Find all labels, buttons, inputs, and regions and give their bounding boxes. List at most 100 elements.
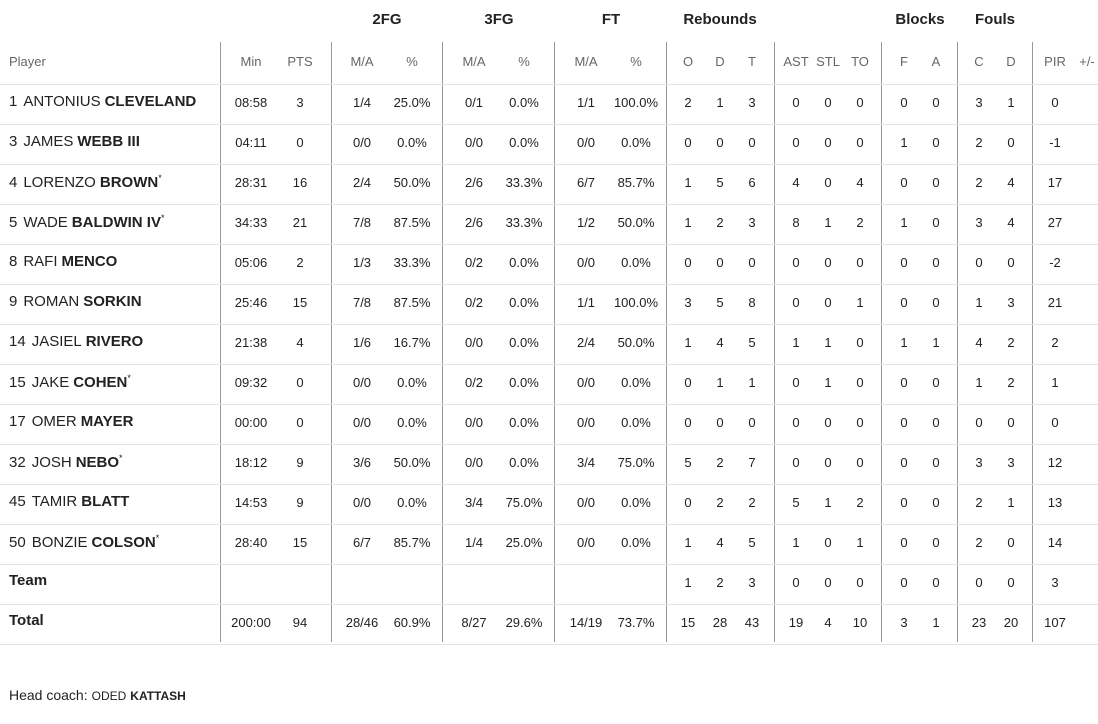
stat-cell: 0: [975, 415, 983, 430]
stat-cell: 3: [975, 215, 983, 230]
stat-cell: 1/4: [352, 95, 372, 110]
stat-cell: 12: [1047, 455, 1063, 470]
stat-cell: 0: [856, 455, 864, 470]
column-divider: [442, 42, 443, 642]
stat-cell: 2: [1051, 335, 1059, 350]
stat-cell: 9: [296, 455, 304, 470]
stat-cell: 0: [932, 415, 940, 430]
column-header: STL: [816, 54, 840, 69]
stat-cell: 4: [975, 335, 983, 350]
player-number: 9: [9, 293, 18, 310]
stat-cell: 3: [748, 95, 756, 110]
player-first-name: LORENZO: [23, 174, 96, 191]
stat-cell: 0/0: [576, 535, 596, 550]
stat-cell: 04:11: [235, 135, 267, 150]
stat-cell: 0: [932, 495, 940, 510]
coach-label: Head coach:: [9, 687, 88, 703]
stat-cell: 8/27: [461, 615, 487, 630]
stat-cell: 5: [792, 495, 800, 510]
stat-cell: 0: [684, 255, 692, 270]
player-name: 15 JAKE COHEN*: [9, 373, 131, 391]
stat-cell: 4: [792, 175, 800, 190]
stat-cell: 0: [824, 575, 832, 590]
column-header: +/-: [1079, 54, 1095, 69]
stat-cell: 0: [824, 95, 832, 110]
stat-cell: 0: [296, 375, 304, 390]
stat-cell: 0: [792, 375, 800, 390]
stat-cell: 1: [748, 375, 756, 390]
stat-cell: 0/0: [576, 135, 596, 150]
row-label: Team: [9, 572, 48, 589]
stat-cell: 28:40: [234, 535, 268, 550]
stat-cell: 0: [824, 535, 832, 550]
stat-cell: 25:46: [234, 295, 268, 310]
stat-cell: 0: [900, 575, 908, 590]
stat-cell: 0: [900, 415, 908, 430]
row-divider: [0, 164, 1098, 165]
stat-cell: 14: [1047, 535, 1063, 550]
stat-cell: 1: [684, 535, 692, 550]
stat-cell: 0: [684, 495, 692, 510]
stat-cell: 0/0: [576, 415, 596, 430]
stat-cell: 2/4: [576, 335, 596, 350]
stat-cell: 50.0%: [617, 215, 655, 230]
group-header: 2FG: [372, 11, 402, 28]
starter-marker: *: [158, 173, 162, 183]
stat-cell: 1: [824, 215, 832, 230]
stat-cell: 50.0%: [393, 175, 431, 190]
stat-cell: 25.0%: [505, 535, 543, 550]
player-name: 8 RAFI MENCO: [9, 253, 117, 270]
starter-marker: *: [127, 373, 131, 383]
column-header: PIR: [1044, 54, 1066, 69]
stat-cell: 0.0%: [621, 535, 651, 550]
player-first-name: ROMAN: [23, 293, 80, 310]
stat-cell: 0: [900, 295, 908, 310]
column-divider: [957, 42, 958, 642]
stat-cell: 0.0%: [509, 415, 539, 430]
player-number: 3: [9, 133, 18, 150]
stat-cell: 33.3%: [393, 255, 431, 270]
player-number: 8: [9, 253, 18, 270]
stat-cell: 4: [716, 335, 724, 350]
player-first-name: JOSH: [31, 454, 72, 471]
row-divider: [0, 84, 1098, 85]
stat-cell: 0: [900, 535, 908, 550]
column-header: A: [931, 54, 941, 69]
player-first-name: ANTONIUS: [23, 93, 101, 110]
stat-cell: 0: [932, 135, 940, 150]
column-header: Player: [9, 54, 46, 69]
stat-cell: 0: [1007, 135, 1015, 150]
stat-cell: 6: [748, 175, 756, 190]
stat-cell: 21: [1047, 295, 1063, 310]
row-divider: [0, 564, 1098, 565]
stat-cell: 0: [824, 175, 832, 190]
stat-cell: 14/19: [569, 615, 603, 630]
coach-first-name: ODED: [91, 689, 127, 703]
stat-cell: 73.7%: [617, 615, 655, 630]
stat-cell: 0: [932, 255, 940, 270]
stat-cell: 28:31: [234, 175, 268, 190]
player-name: 45 TAMIR BLATT: [9, 493, 129, 510]
player-last-name: RIVERO: [85, 333, 144, 350]
stat-cell: 0: [716, 415, 724, 430]
stat-cell: 3: [748, 215, 756, 230]
stat-cell: 0/0: [464, 455, 484, 470]
stat-cell: 2: [716, 215, 724, 230]
stat-cell: 2: [975, 535, 983, 550]
stat-cell: 21: [292, 215, 308, 230]
stat-cell: 60.9%: [393, 615, 431, 630]
stat-cell: 0: [932, 575, 940, 590]
stat-cell: 3/4: [464, 495, 484, 510]
stat-cell: 6/7: [352, 535, 372, 550]
stat-cell: 15: [292, 295, 308, 310]
stat-cell: 0.0%: [621, 135, 651, 150]
stat-cell: 34:33: [234, 215, 268, 230]
stat-cell: 1: [856, 295, 864, 310]
stat-cell: 4: [1007, 215, 1015, 230]
player-name: 14 JASIEL RIVERO: [9, 333, 143, 350]
row-divider: [0, 604, 1098, 605]
stat-cell: 2: [716, 495, 724, 510]
stat-cell: 1/4: [464, 535, 484, 550]
stat-cell: 1: [900, 135, 908, 150]
player-number: 17: [9, 413, 26, 430]
